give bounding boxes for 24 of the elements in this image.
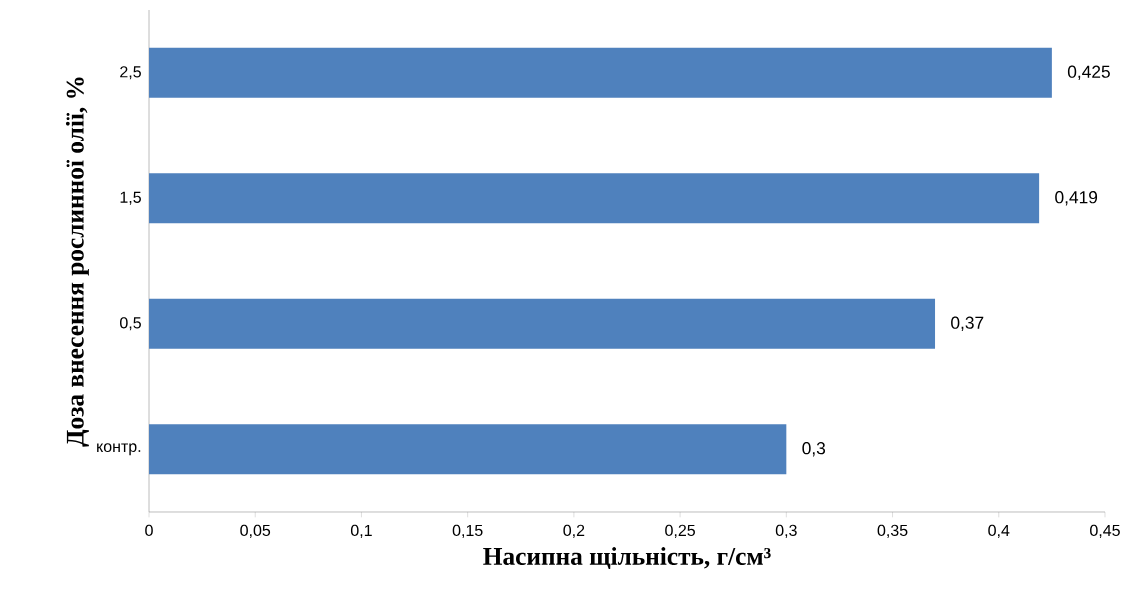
y-tick-label: 2,5: [120, 66, 141, 80]
bar: [149, 47, 1052, 98]
y-tick-label: 0,5: [120, 317, 141, 331]
data-label: 0,37: [951, 316, 984, 331]
y-tick-label: 1,5: [120, 191, 141, 205]
x-tick-label: 0,45: [1090, 524, 1120, 538]
x-tick-label: 0,1: [350, 524, 372, 538]
x-tick-label: 0,3: [775, 524, 797, 538]
x-tick-label: 0,05: [240, 524, 271, 538]
bar: [149, 173, 1040, 224]
x-axis-title: Насипна щільність, г/см³: [483, 547, 771, 570]
x-tick-label: 0,4: [988, 524, 1010, 538]
bar: [149, 298, 936, 349]
y-tick-label: контр.: [97, 443, 141, 456]
x-tick-label: 0: [145, 524, 153, 537]
data-label: 0,419: [1055, 191, 1098, 206]
x-tick-label: 0,15: [452, 524, 483, 538]
data-label: 0,3: [802, 442, 826, 457]
x-tick-label: 0,35: [877, 524, 908, 538]
y-axis-title: Доза внесення рослинної олії, %: [65, 77, 89, 447]
x-tick-label: 0,25: [665, 524, 695, 538]
data-label: 0,425: [1067, 65, 1110, 80]
bar: [149, 424, 787, 475]
x-tick-label: 0,2: [563, 524, 585, 538]
